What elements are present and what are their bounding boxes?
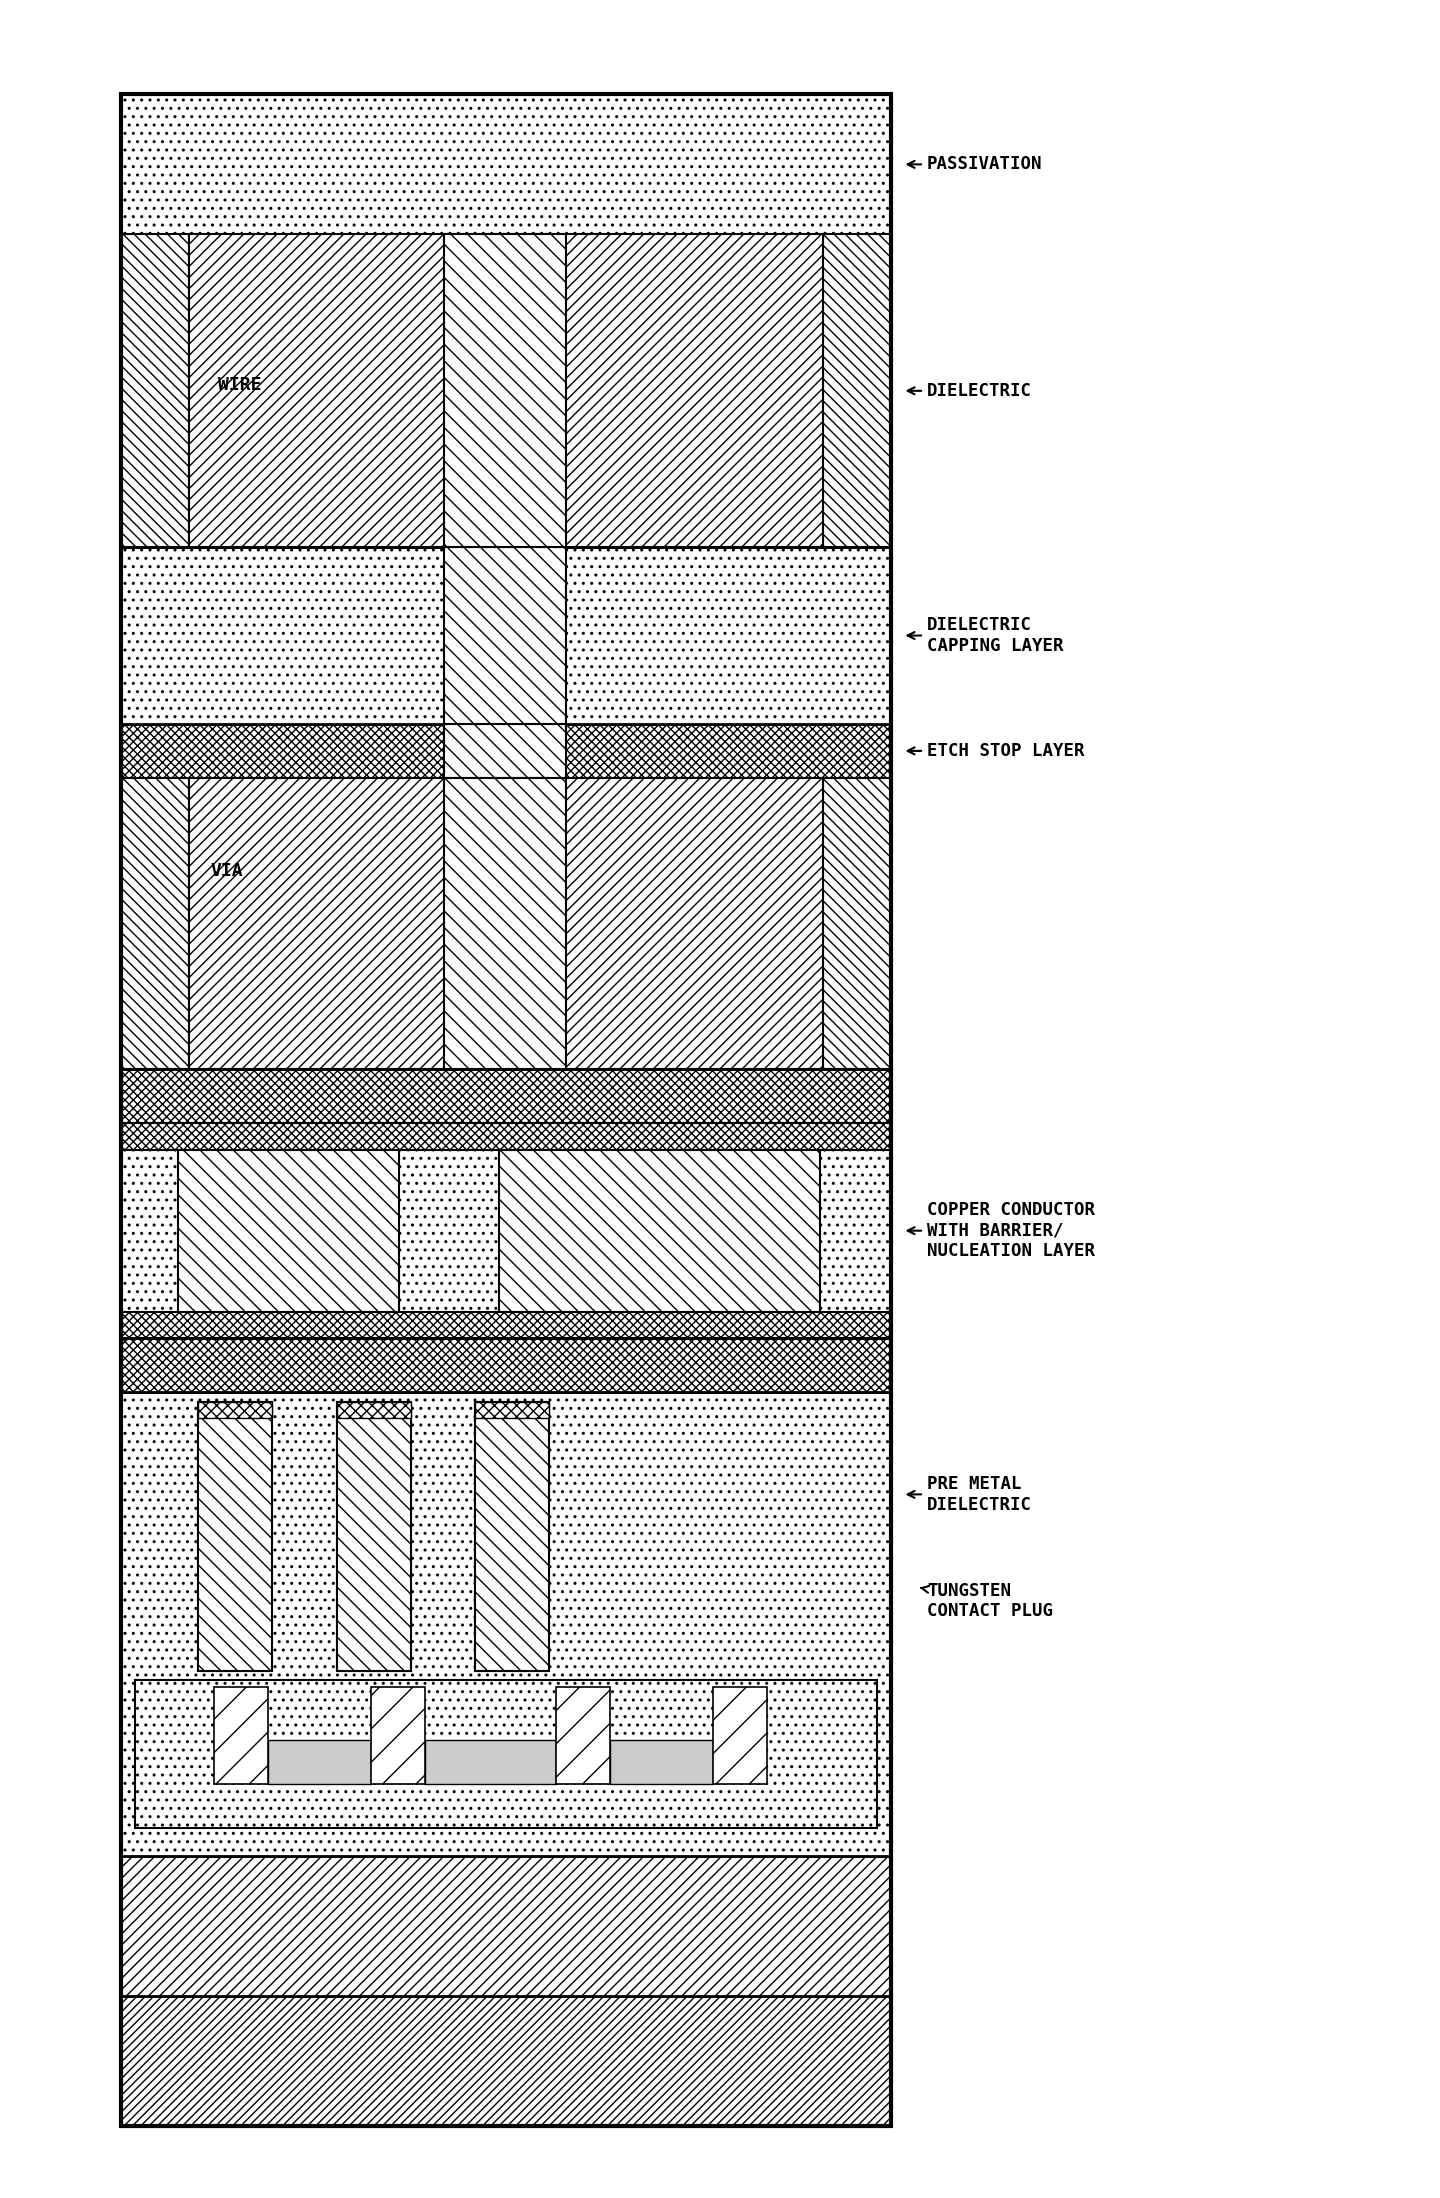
Bar xyxy=(713,1688,768,1783)
Bar xyxy=(121,1123,891,1150)
Bar xyxy=(190,235,822,547)
Bar xyxy=(199,1402,272,1670)
Bar xyxy=(121,778,891,1068)
Bar xyxy=(475,1402,550,1418)
Bar xyxy=(445,723,566,778)
Bar xyxy=(822,778,891,1068)
Bar xyxy=(121,778,190,1068)
Bar xyxy=(121,1391,891,1855)
Text: TUNGSTEN
CONTACT PLUG: TUNGSTEN CONTACT PLUG xyxy=(922,1583,1053,1620)
Bar xyxy=(199,1402,272,1418)
Bar xyxy=(121,1123,891,1339)
Bar xyxy=(190,778,822,1068)
Bar xyxy=(445,235,566,547)
Bar xyxy=(121,235,190,547)
Bar xyxy=(337,1402,410,1418)
Bar xyxy=(121,1996,891,2125)
Bar xyxy=(135,1679,877,1829)
Bar xyxy=(611,1741,713,1783)
Text: PASSIVATION: PASSIVATION xyxy=(907,156,1043,174)
Bar xyxy=(370,1688,425,1783)
Text: ETCH STOP LAYER: ETCH STOP LAYER xyxy=(907,743,1084,761)
Bar xyxy=(121,1068,891,1123)
Bar xyxy=(121,95,891,235)
Text: DIELECTRIC: DIELECTRIC xyxy=(907,382,1032,400)
Bar xyxy=(121,723,891,778)
Bar xyxy=(179,1150,399,1312)
Bar xyxy=(445,547,566,723)
Bar xyxy=(121,547,891,723)
Bar xyxy=(425,1741,556,1783)
Bar xyxy=(475,1402,550,1670)
Bar xyxy=(268,1741,370,1783)
Bar xyxy=(822,235,891,547)
Bar xyxy=(121,235,891,547)
Bar xyxy=(475,1402,550,1670)
Bar xyxy=(213,1688,268,1783)
Text: WIRE: WIRE xyxy=(217,376,262,393)
Bar xyxy=(199,1402,272,1670)
Bar xyxy=(337,1402,410,1670)
Text: DIELECTRIC
CAPPING LAYER: DIELECTRIC CAPPING LAYER xyxy=(907,615,1063,655)
Bar xyxy=(445,778,566,1068)
Bar xyxy=(121,95,891,2125)
Text: COPPER CONDUCTOR
WITH BARRIER/
NUCLEATION LAYER: COPPER CONDUCTOR WITH BARRIER/ NUCLEATIO… xyxy=(907,1200,1094,1259)
Bar xyxy=(556,1688,611,1783)
Bar xyxy=(121,1312,891,1339)
Bar xyxy=(498,1150,819,1312)
Text: PRE METAL
DIELECTRIC: PRE METAL DIELECTRIC xyxy=(907,1475,1032,1514)
Bar xyxy=(337,1402,410,1670)
Bar xyxy=(121,1339,891,1391)
Text: VIA: VIA xyxy=(210,862,243,879)
Bar xyxy=(121,1855,891,1996)
